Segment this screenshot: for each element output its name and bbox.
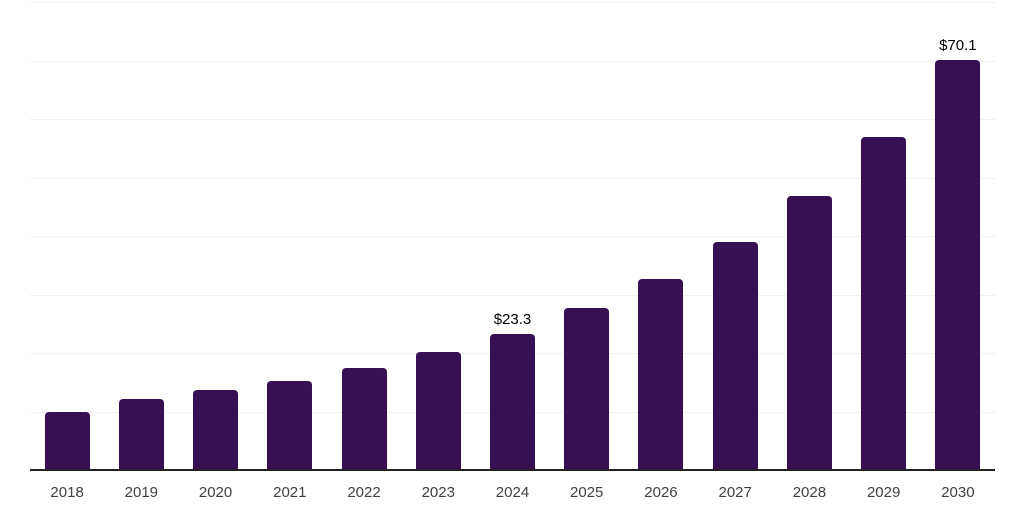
bar-2018 xyxy=(44,412,90,470)
x-axis-tick-labels: 2018 2019 2020 2021 2022 2023 2024 2025 2026 2027… xyxy=(30,484,995,504)
gridline-70 xyxy=(30,60,995,62)
x-tick-label-2025: 2025 xyxy=(570,484,604,501)
bar-2029 xyxy=(861,136,907,470)
x-tick-label-2029: 2029 xyxy=(866,484,901,501)
data-label-2030: $70.1 xyxy=(939,36,977,54)
gridline-80 xyxy=(30,2,995,3)
bar-2020 xyxy=(193,390,239,470)
bar-2026 xyxy=(638,278,684,470)
bar-2023 xyxy=(415,351,461,470)
bar-2021 xyxy=(267,380,313,470)
x-tick-label-2030: 2030 xyxy=(941,484,975,501)
bar-2030 xyxy=(935,59,981,470)
gridline-30 xyxy=(30,294,995,296)
x-tick-label-2018: 2018 xyxy=(50,484,84,501)
gridline-50 xyxy=(30,177,995,179)
x-tick-label-2023: 2023 xyxy=(421,484,455,501)
gridline-60 xyxy=(30,119,995,120)
x-tick-label-2024: 2024 xyxy=(495,484,530,501)
plot-area: $23.3 $70.1 xyxy=(30,0,995,470)
gridline-40 xyxy=(30,236,995,237)
bar-2024 xyxy=(490,333,535,470)
x-tick-label-2027: 2027 xyxy=(718,484,752,501)
bar-2027 xyxy=(712,242,758,470)
bar-2028 xyxy=(786,195,832,470)
bar-2022 xyxy=(341,367,387,470)
x-tick-label-2022: 2022 xyxy=(347,484,381,501)
data-label-2024: $23.3 xyxy=(493,310,532,328)
x-axis-line xyxy=(30,469,995,471)
bar-2025 xyxy=(564,307,610,470)
x-tick-label-2019: 2019 xyxy=(124,484,159,501)
x-tick-label-2020: 2020 xyxy=(198,484,233,501)
x-tick-label-2026: 2026 xyxy=(644,484,678,501)
x-tick-label-2028: 2028 xyxy=(792,484,827,501)
bar-2019 xyxy=(118,399,164,470)
x-tick-label-2021: 2021 xyxy=(273,484,307,501)
